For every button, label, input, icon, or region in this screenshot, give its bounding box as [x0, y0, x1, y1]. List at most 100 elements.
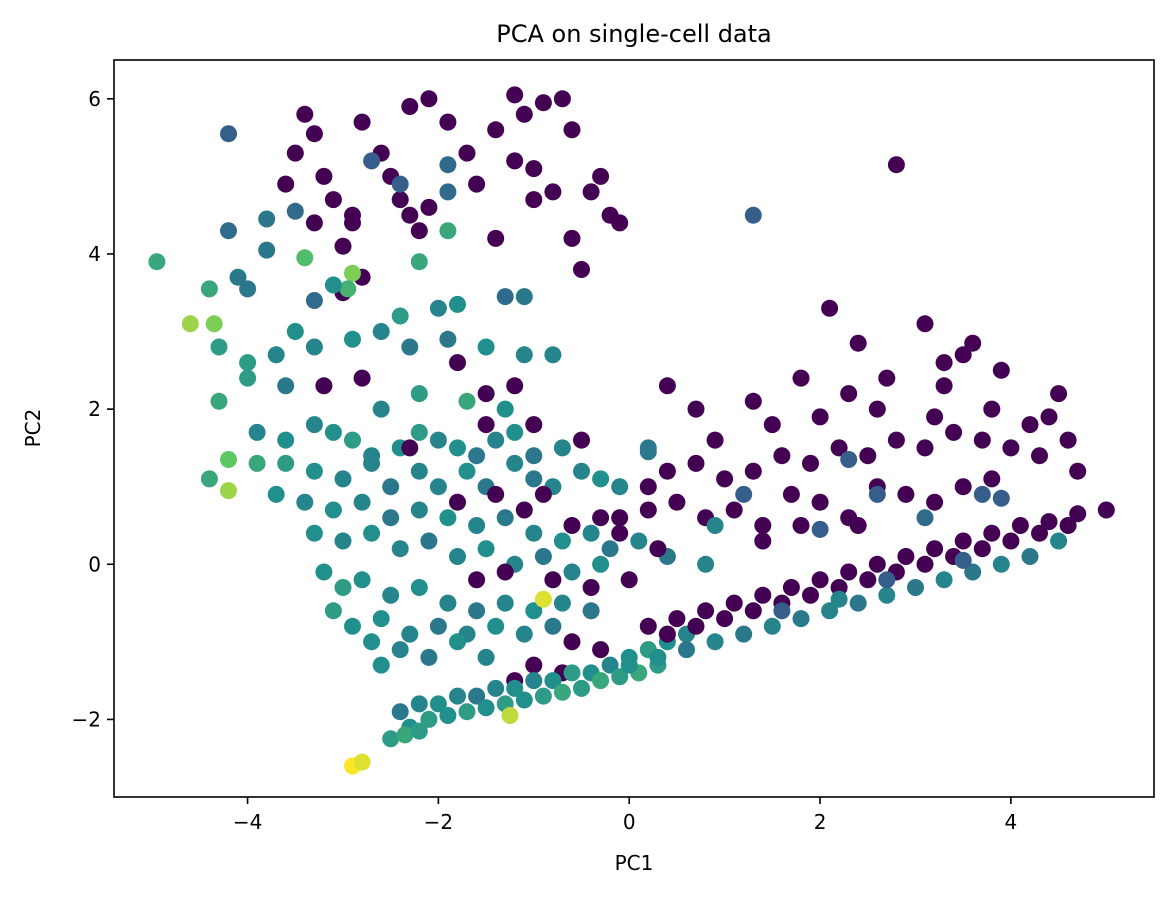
scatter-point — [687, 617, 705, 635]
scatter-point — [926, 408, 944, 426]
scatter-point — [391, 191, 409, 209]
scatter-point — [544, 183, 562, 201]
scatter-point — [296, 105, 314, 123]
scatter-point — [429, 431, 447, 449]
x-tick-label: −2 — [424, 810, 453, 834]
scatter-point — [468, 447, 486, 465]
scatter-point — [477, 699, 495, 717]
scatter-point — [553, 90, 571, 108]
scatter-point — [487, 485, 505, 503]
scatter-point — [859, 571, 877, 589]
scatter-point — [334, 470, 352, 488]
x-tick-label: 4 — [1005, 810, 1018, 834]
scatter-point — [611, 509, 629, 527]
scatter-point — [382, 478, 400, 496]
scatter-point — [305, 214, 323, 232]
scatter-point — [983, 470, 1001, 488]
scatter-point — [763, 416, 781, 434]
scatter-point — [1031, 447, 1048, 465]
scatter-point — [534, 590, 552, 608]
scatter-point — [305, 524, 323, 542]
scatter-point — [802, 586, 819, 604]
scatter-point — [477, 338, 495, 356]
scatter-point — [639, 501, 657, 519]
scatter-point — [649, 540, 667, 558]
scatter-point — [286, 323, 304, 340]
scatter-point — [429, 695, 447, 713]
scatter-point — [534, 485, 552, 503]
scatter-point — [391, 703, 409, 721]
scatter-point — [916, 315, 934, 333]
scatter-point — [506, 377, 524, 395]
scatter-point — [553, 683, 571, 701]
x-tick-label: 2 — [814, 810, 827, 834]
scatter-point — [410, 695, 428, 713]
scatter-point — [258, 241, 276, 259]
scatter-point — [410, 222, 428, 240]
scatter-point — [773, 602, 791, 620]
scatter-point — [678, 641, 695, 659]
scatter-point — [897, 548, 915, 565]
scatter-point — [344, 214, 361, 232]
scatter-point — [267, 485, 285, 503]
scatter-point — [496, 594, 514, 612]
scatter-point — [553, 439, 571, 457]
scatter-point — [449, 295, 466, 313]
scatter-point — [305, 125, 323, 143]
scatter-point — [372, 656, 390, 674]
scatter-point — [954, 532, 972, 550]
scatter-point — [148, 253, 166, 271]
scatter-point — [1050, 385, 1068, 403]
scatter-point — [286, 144, 304, 162]
scatter-point — [802, 454, 819, 472]
scatter-point — [811, 571, 829, 589]
scatter-point — [878, 571, 896, 589]
scatter-point — [363, 152, 381, 170]
scatter-point — [611, 524, 629, 542]
chart-title: PCA on single-cell data — [496, 20, 772, 48]
scatter-point — [315, 167, 333, 185]
scatter-point — [697, 555, 715, 573]
scatter-point — [754, 517, 772, 534]
scatter-point — [792, 369, 810, 387]
scatter-point — [372, 400, 390, 418]
scatter-point — [840, 451, 858, 468]
scatter-point — [410, 462, 428, 480]
scatter-point — [887, 431, 905, 449]
scatter-point — [992, 489, 1010, 507]
scatter-point — [501, 707, 519, 724]
scatter-point — [754, 532, 772, 550]
scatter-point — [525, 602, 543, 620]
scatter-point — [372, 610, 390, 628]
scatter-point — [811, 520, 829, 538]
scatter-point — [563, 517, 581, 534]
scatter-point — [506, 679, 524, 697]
scatter-point — [773, 447, 791, 465]
scatter-point — [410, 423, 428, 441]
scatter-point — [658, 377, 676, 395]
scatter-point — [181, 315, 199, 333]
scatter-point — [468, 571, 486, 589]
scatter-point — [935, 377, 953, 395]
scatter-point — [658, 625, 676, 643]
scatter-point — [907, 579, 924, 596]
scatter-point — [468, 687, 486, 705]
scatter-point — [429, 299, 447, 317]
scatter-point — [525, 191, 543, 209]
scatter-point — [792, 610, 810, 628]
scatter-point — [992, 555, 1010, 573]
scatter-point — [878, 369, 896, 387]
scatter-point — [811, 408, 829, 426]
scatter-point — [916, 439, 934, 457]
scatter-point — [687, 454, 705, 472]
scatter-point — [744, 602, 762, 620]
scatter-point — [506, 454, 524, 472]
scatter-point — [725, 501, 743, 519]
scatter-point — [468, 602, 486, 620]
scatter-point — [553, 594, 571, 612]
scatter-point — [954, 346, 972, 364]
scatter-point — [658, 462, 676, 480]
scatter-point — [515, 346, 533, 364]
scatter-point — [410, 722, 428, 740]
